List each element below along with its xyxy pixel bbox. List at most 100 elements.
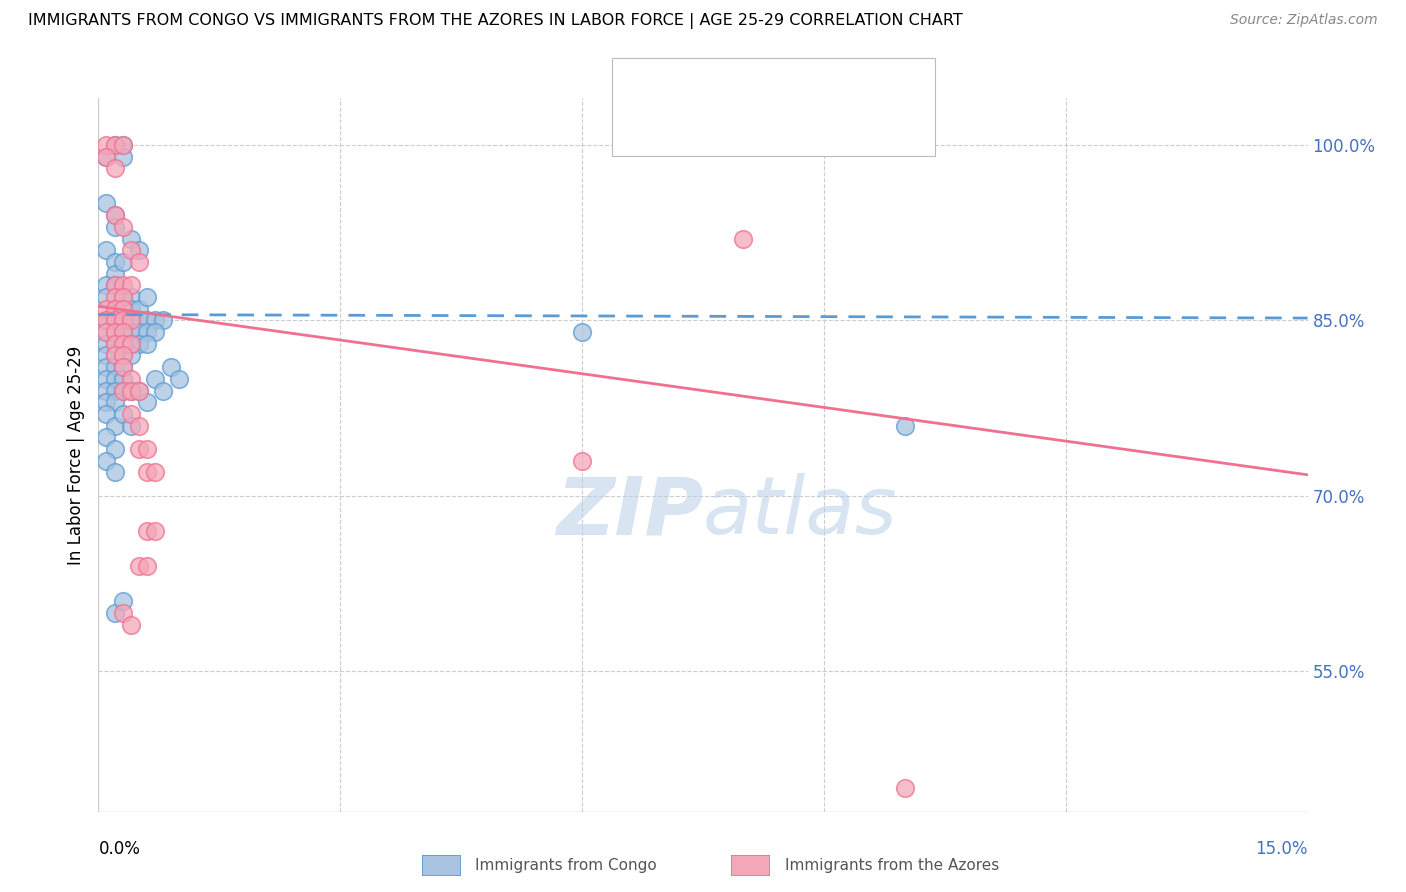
Point bbox=[103, 349, 125, 363]
Point bbox=[103, 290, 125, 304]
Point bbox=[120, 243, 142, 257]
Point bbox=[152, 313, 174, 327]
Point bbox=[152, 384, 174, 398]
Point bbox=[103, 313, 125, 327]
Text: 0.0%: 0.0% bbox=[98, 840, 141, 858]
Point bbox=[111, 336, 134, 351]
Point bbox=[111, 255, 134, 269]
Text: ZIP: ZIP bbox=[555, 473, 703, 551]
Point bbox=[135, 313, 157, 327]
Point bbox=[128, 384, 150, 398]
Point bbox=[96, 384, 118, 398]
Point bbox=[111, 219, 134, 234]
Point bbox=[143, 325, 166, 339]
Point bbox=[103, 325, 125, 339]
Point bbox=[160, 360, 183, 375]
Point bbox=[120, 384, 142, 398]
Point bbox=[128, 325, 150, 339]
Point bbox=[96, 137, 118, 152]
Point bbox=[120, 231, 142, 245]
Point bbox=[111, 336, 134, 351]
Point bbox=[128, 442, 150, 456]
Point bbox=[96, 407, 118, 421]
Point bbox=[96, 313, 118, 327]
Text: 15.0%: 15.0% bbox=[1256, 840, 1308, 858]
Point bbox=[96, 372, 118, 386]
Point bbox=[135, 559, 157, 574]
Point bbox=[103, 208, 125, 222]
Point bbox=[111, 313, 134, 327]
Point bbox=[128, 336, 150, 351]
Point bbox=[135, 325, 157, 339]
Point bbox=[103, 301, 125, 316]
Point bbox=[111, 407, 134, 421]
Bar bbox=[627, 115, 657, 140]
Point bbox=[96, 349, 118, 363]
Point bbox=[96, 278, 118, 293]
Point bbox=[111, 313, 134, 327]
Point bbox=[96, 360, 118, 375]
Text: -0.009: -0.009 bbox=[720, 80, 785, 98]
Point bbox=[103, 336, 125, 351]
Point bbox=[143, 313, 166, 327]
Point bbox=[96, 430, 118, 444]
Point bbox=[135, 336, 157, 351]
Point bbox=[103, 137, 125, 152]
Point bbox=[120, 336, 142, 351]
Point bbox=[103, 137, 125, 152]
Point bbox=[120, 278, 142, 293]
Point bbox=[571, 325, 593, 339]
Point bbox=[893, 418, 915, 433]
Point bbox=[103, 442, 125, 456]
Point bbox=[143, 372, 166, 386]
Text: IMMIGRANTS FROM CONGO VS IMMIGRANTS FROM THE AZORES IN LABOR FORCE | AGE 25-29 C: IMMIGRANTS FROM CONGO VS IMMIGRANTS FROM… bbox=[28, 13, 963, 29]
Point bbox=[120, 325, 142, 339]
Point bbox=[96, 336, 118, 351]
Point bbox=[111, 137, 134, 152]
Text: R =: R = bbox=[669, 80, 700, 98]
Point bbox=[143, 524, 166, 538]
Point bbox=[96, 150, 118, 164]
Text: N = 48: N = 48 bbox=[827, 119, 894, 136]
Point bbox=[111, 384, 134, 398]
Point bbox=[111, 325, 134, 339]
Point bbox=[103, 384, 125, 398]
Point bbox=[111, 360, 134, 375]
Point bbox=[103, 219, 125, 234]
Point bbox=[96, 243, 118, 257]
Point bbox=[571, 454, 593, 468]
Point bbox=[103, 349, 125, 363]
Point bbox=[120, 336, 142, 351]
Point bbox=[111, 384, 134, 398]
Text: -0.177: -0.177 bbox=[720, 119, 790, 136]
Point bbox=[103, 360, 125, 375]
Point bbox=[167, 372, 190, 386]
Point bbox=[96, 395, 118, 409]
Point bbox=[103, 372, 125, 386]
Point bbox=[103, 336, 125, 351]
Text: N = 79: N = 79 bbox=[827, 80, 894, 98]
Point bbox=[103, 278, 125, 293]
Point bbox=[111, 360, 134, 375]
Point bbox=[96, 454, 118, 468]
Point bbox=[120, 290, 142, 304]
Point bbox=[103, 418, 125, 433]
Point bbox=[128, 301, 150, 316]
Point bbox=[128, 243, 150, 257]
Point bbox=[733, 231, 755, 245]
Point bbox=[128, 255, 150, 269]
Point bbox=[96, 313, 118, 327]
Point bbox=[135, 466, 157, 480]
Point bbox=[135, 290, 157, 304]
Point bbox=[135, 442, 157, 456]
Point bbox=[96, 150, 118, 164]
Y-axis label: In Labor Force | Age 25-29: In Labor Force | Age 25-29 bbox=[67, 345, 86, 565]
Point bbox=[103, 325, 125, 339]
Point bbox=[111, 349, 134, 363]
Point bbox=[103, 267, 125, 281]
Point bbox=[103, 161, 125, 176]
Point bbox=[103, 606, 125, 620]
Point bbox=[120, 301, 142, 316]
Point bbox=[111, 372, 134, 386]
Point bbox=[111, 278, 134, 293]
